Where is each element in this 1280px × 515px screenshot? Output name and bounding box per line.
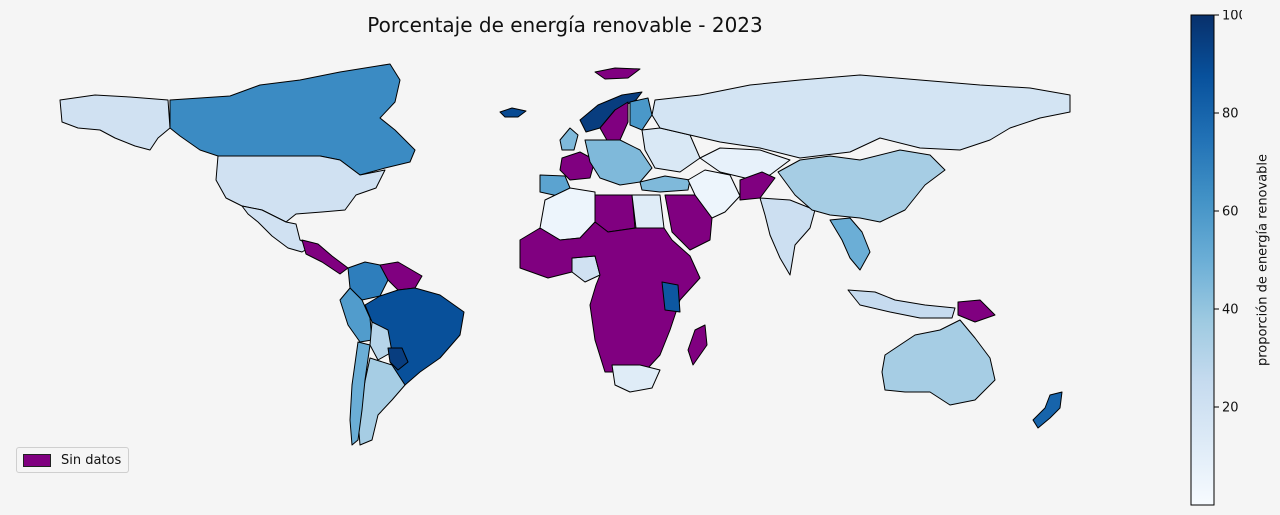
world-map <box>59 63 1071 446</box>
region-china[interactable] <box>777 149 946 223</box>
region-central-europe[interactable] <box>584 139 653 186</box>
region-finland[interactable] <box>629 97 653 131</box>
colorbar: 20 40 60 80 100 <box>1190 10 1242 506</box>
region-southeast-asia[interactable] <box>829 217 871 271</box>
colorbar-ticks: 20 40 60 80 100 <box>1214 10 1242 416</box>
region-new-zealand[interactable] <box>1032 391 1063 429</box>
region-chile[interactable] <box>349 341 371 446</box>
region-united-kingdom[interactable] <box>559 127 579 151</box>
legend-label: Sin datos <box>61 452 122 468</box>
region-canada[interactable] <box>169 63 416 176</box>
colorbar-gradient <box>1190 14 1215 506</box>
colorbar-tick-label-20: 20 <box>1222 401 1239 416</box>
region-afghanistan[interactable] <box>739 171 776 201</box>
region-india[interactable] <box>759 197 816 276</box>
colorbar-tick-label-100: 100 <box>1222 10 1242 24</box>
map-title: Porcentaje de energía renovable - 2023 <box>367 13 763 37</box>
region-iceland[interactable] <box>499 107 527 118</box>
colorbar-tick-label-60: 60 <box>1222 205 1239 220</box>
region-middle-east[interactable] <box>687 169 741 219</box>
colorbar-label: proporción de energía renovable <box>1255 153 1271 367</box>
region-central-africa[interactable] <box>519 221 701 373</box>
region-madagascar[interactable] <box>687 324 708 366</box>
region-paraguay[interactable] <box>387 347 409 371</box>
region-central-america[interactable] <box>301 239 349 275</box>
region-venezuela[interactable] <box>379 261 423 291</box>
region-central-asia[interactable] <box>699 147 791 179</box>
region-united-states[interactable] <box>215 155 386 223</box>
region-turkey[interactable] <box>639 175 691 193</box>
region-egypt[interactable] <box>631 194 665 229</box>
region-papua-new-guinea[interactable] <box>957 299 996 323</box>
region-bolivia[interactable] <box>369 321 393 361</box>
colorbar-tick-label-40: 40 <box>1222 303 1239 318</box>
region-russia[interactable] <box>651 74 1071 159</box>
region-france[interactable] <box>559 151 596 181</box>
region-australia[interactable] <box>881 319 996 406</box>
map-legend: Sin datos <box>16 447 130 473</box>
no-data-swatch <box>23 453 51 467</box>
colorbar-tick-label-80: 80 <box>1222 107 1239 122</box>
region-norway[interactable] <box>579 91 643 133</box>
region-alaska[interactable] <box>59 94 171 151</box>
region-south-africa[interactable] <box>611 364 661 393</box>
region-kenya[interactable] <box>661 281 681 313</box>
region-indonesia[interactable] <box>847 289 956 319</box>
region-greenland[interactable] <box>594 67 641 80</box>
